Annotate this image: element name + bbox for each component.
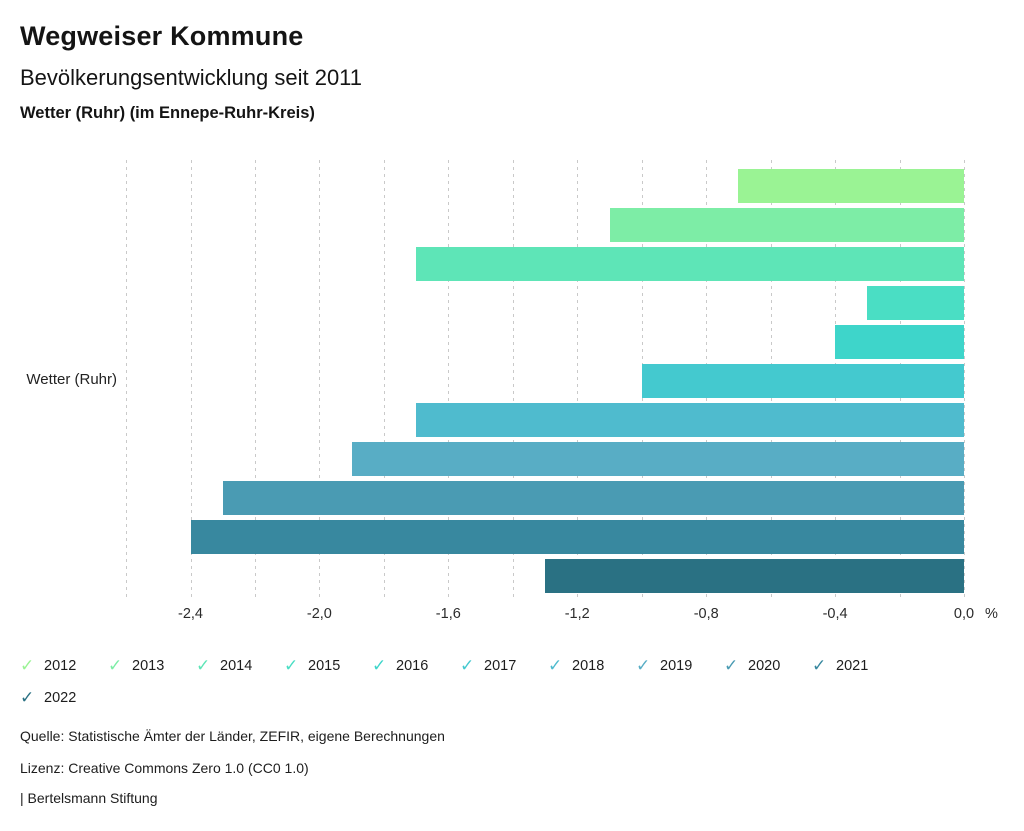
y-axis-group-label: Wetter (Ruhr) <box>26 371 117 388</box>
bar-2012[interactable] <box>738 169 964 203</box>
checkmark-icon: ✓ <box>636 656 651 675</box>
legend-item-2022[interactable]: ✓ 2022 <box>20 682 108 714</box>
legend: ✓ 2012 ✓ 2013 ✓ 2014 ✓ 2015 ✓ 2016 ✓ 2017 ✓ 2018 ✓ 2019… <box>20 650 900 714</box>
bar-2013[interactable] <box>609 208 964 242</box>
legend-year-label: 2018 <box>572 658 605 674</box>
checkmark-icon: ✓ <box>460 656 475 675</box>
gridline <box>448 160 450 601</box>
legend-item-2017[interactable]: ✓ 2017 <box>460 650 548 682</box>
gridline <box>190 160 192 601</box>
gridline <box>254 160 256 601</box>
checkmark-icon: ✓ <box>20 688 35 707</box>
x-tick-label: -0,8 <box>693 606 719 622</box>
page-title: Wegweiser Kommune <box>20 21 304 51</box>
bar-2022[interactable] <box>545 559 964 593</box>
bar-2014[interactable] <box>416 247 964 281</box>
checkmark-icon: ✓ <box>812 656 827 675</box>
source-text: Quelle: Statistische Ämter der Länder, Z… <box>20 728 445 744</box>
legend-item-2016[interactable]: ✓ 2016 <box>372 650 460 682</box>
bar-2019[interactable] <box>351 442 964 476</box>
legend-item-2015[interactable]: ✓ 2015 <box>284 650 372 682</box>
legend-year-label: 2013 <box>132 658 165 674</box>
legend-item-2018[interactable]: ✓ 2018 <box>548 650 636 682</box>
legend-year-label: 2016 <box>396 658 429 674</box>
checkmark-icon: ✓ <box>548 656 563 675</box>
legend-year-label: 2022 <box>44 690 77 706</box>
checkmark-icon: ✓ <box>284 656 299 675</box>
legend-year-label: 2012 <box>44 658 77 674</box>
x-tick-label: -1,2 <box>564 606 590 622</box>
x-tick-label: -1,6 <box>435 606 461 622</box>
legend-item-2021[interactable]: ✓ 2021 <box>812 650 900 682</box>
bar-2016[interactable] <box>835 325 964 359</box>
x-tick-label: -0,4 <box>822 606 848 622</box>
bar-2017[interactable] <box>641 364 964 398</box>
checkmark-icon: ✓ <box>724 656 739 675</box>
checkmark-icon: ✓ <box>108 656 123 675</box>
legend-year-label: 2020 <box>748 658 781 674</box>
legend-item-2014[interactable]: ✓ 2014 <box>196 650 284 682</box>
bar-chart-plot-area <box>126 160 965 601</box>
legend-year-label: 2014 <box>220 658 253 674</box>
gridline <box>319 160 321 601</box>
x-tick-label: -2,4 <box>178 606 203 622</box>
legend-item-2012[interactable]: ✓ 2012 <box>20 650 108 682</box>
license-text: Lizenz: Creative Commons Zero 1.0 (CC0 1… <box>20 760 309 776</box>
legend-year-label: 2021 <box>836 658 869 674</box>
checkmark-icon: ✓ <box>196 656 211 675</box>
legend-item-2020[interactable]: ✓ 2020 <box>724 650 812 682</box>
attribution-text: | Bertelsmann Stiftung <box>20 790 158 806</box>
legend-year-label: 2019 <box>660 658 693 674</box>
checkmark-icon: ✓ <box>372 656 387 675</box>
legend-year-label: 2015 <box>308 658 341 674</box>
region-title: Wetter (Ruhr) (im Ennepe-Ruhr-Kreis) <box>20 104 315 122</box>
x-axis-unit-label: % <box>985 606 998 622</box>
bar-2015[interactable] <box>867 286 964 320</box>
bar-2021[interactable] <box>190 520 964 554</box>
checkmark-icon: ✓ <box>20 656 35 675</box>
legend-year-label: 2017 <box>484 658 517 674</box>
bar-2020[interactable] <box>222 481 964 515</box>
x-tick-label: 0,0 <box>953 606 975 622</box>
bar-2018[interactable] <box>416 403 964 437</box>
chart-title: Bevölkerungsentwicklung seit 2011 <box>20 65 363 90</box>
gridline <box>577 160 579 601</box>
gridline <box>512 160 514 601</box>
gridline <box>964 160 965 601</box>
legend-item-2013[interactable]: ✓ 2013 <box>108 650 196 682</box>
legend-item-2019[interactable]: ✓ 2019 <box>636 650 724 682</box>
gridline <box>383 160 385 601</box>
x-tick-label: -2,0 <box>306 606 332 622</box>
gridline <box>126 160 127 601</box>
